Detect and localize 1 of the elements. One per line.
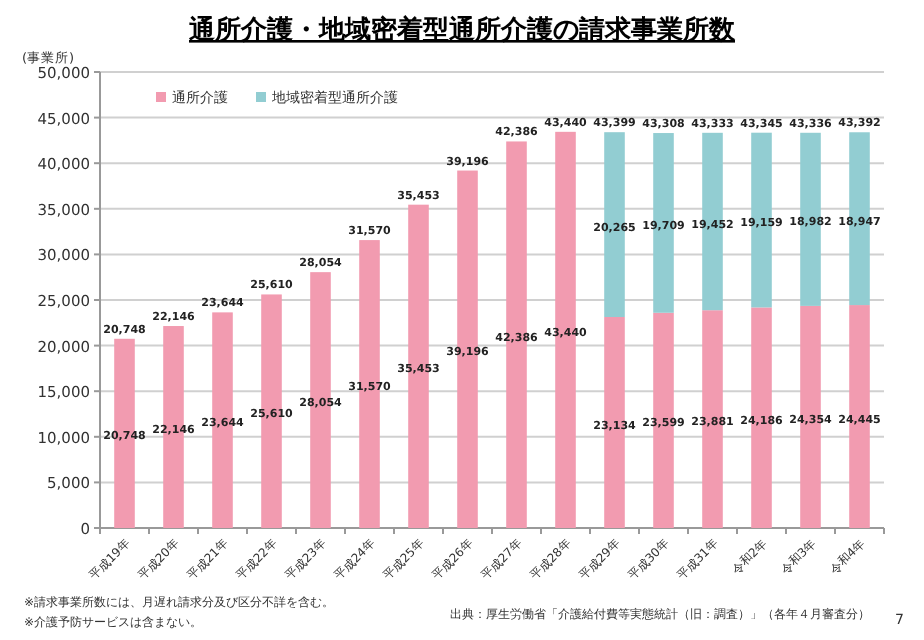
chart-title: 通所介護・地域密着型通所介護の請求事業所数 — [187, 14, 737, 46]
